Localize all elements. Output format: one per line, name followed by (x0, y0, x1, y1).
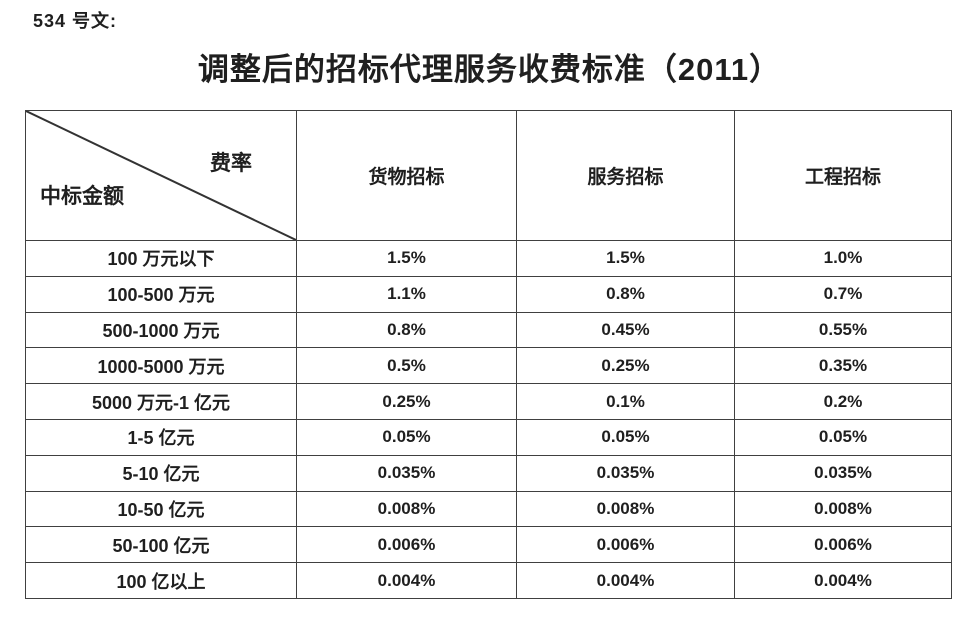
row-label: 1-5 亿元 (25, 418, 297, 456)
table-row: 1-5 亿元 0.05% 0.05% 0.05% (25, 418, 952, 456)
doc-number-label: 534 号文: (33, 11, 118, 31)
page-title: 调整后的招标代理服务收费标准（2011） (197, 52, 782, 87)
corner-label-amount: 中标金额 (40, 185, 124, 208)
rate-cell: 1.5% (516, 240, 735, 277)
rate-cell: 0.008% (734, 490, 952, 528)
table-row: 1000-5000 万元 0.5% 0.25% 0.35% (25, 347, 952, 385)
column-header-service-bidding: 服务招标 (516, 110, 735, 241)
rate-cell: 0.25% (296, 383, 517, 420)
row-label: 100-500 万元 (25, 275, 297, 313)
column-header-works-bidding: 工程招标 (734, 110, 952, 241)
rate-cell: 0.006% (516, 526, 735, 564)
rate-cell: 0.004% (734, 562, 952, 599)
rate-cell: 0.1% (516, 383, 735, 420)
rate-cell: 0.8% (296, 311, 517, 349)
row-label: 500-1000 万元 (25, 311, 297, 349)
rate-cell: 0.45% (516, 311, 735, 349)
rate-cell: 0.8% (516, 275, 735, 313)
table-row: 100 亿以上 0.004% 0.004% 0.004% (25, 562, 952, 599)
row-label: 100 万元以下 (25, 240, 297, 277)
rate-cell: 0.008% (296, 490, 517, 528)
table-row: 10-50 亿元 0.008% 0.008% 0.008% (25, 490, 952, 528)
table-row: 5-10 亿元 0.035% 0.035% 0.035% (25, 454, 952, 492)
rate-cell: 1.5% (296, 240, 517, 277)
rate-cell: 0.25% (516, 347, 735, 385)
rate-cell: 0.006% (734, 526, 952, 564)
rate-cell: 0.035% (296, 454, 517, 492)
table-row: 100 万元以下 1.5% 1.5% 1.0% (25, 240, 952, 277)
corner-label-rate: 费率 (210, 152, 252, 175)
row-label: 5-10 亿元 (25, 454, 297, 492)
rate-cell: 0.035% (734, 454, 952, 492)
rate-cell: 0.006% (296, 526, 517, 564)
rate-cell: 0.5% (296, 347, 517, 385)
rate-cell: 0.004% (516, 562, 735, 599)
rate-cell: 0.035% (516, 454, 735, 492)
rate-cell: 1.1% (296, 275, 517, 313)
table-row: 50-100 亿元 0.006% 0.006% 0.006% (25, 526, 952, 564)
column-header-goods-bidding: 货物招标 (296, 110, 517, 241)
rate-cell: 0.008% (516, 490, 735, 528)
diagonal-divider-line (26, 111, 296, 240)
table-row: 100-500 万元 1.1% 0.8% 0.7% (25, 275, 952, 313)
rate-cell: 0.55% (734, 311, 952, 349)
header-row: 费率 中标金额 货物招标 服务招标 工程招标 (25, 110, 952, 241)
row-label: 5000 万元-1 亿元 (25, 383, 297, 420)
row-label: 50-100 亿元 (25, 526, 297, 564)
fee-rate-table: 费率 中标金额 货物招标 服务招标 工程招标 100 万元以下 1.5% 1.5… (25, 110, 952, 599)
rate-cell: 0.05% (516, 418, 735, 456)
rate-cell: 0.7% (734, 275, 952, 313)
table-row: 5000 万元-1 亿元 0.25% 0.1% 0.2% (25, 383, 952, 420)
rate-cell: 1.0% (734, 240, 952, 277)
row-label: 10-50 亿元 (25, 490, 297, 528)
row-label: 1000-5000 万元 (25, 347, 297, 385)
row-label: 100 亿以上 (25, 562, 297, 599)
rate-cell: 0.2% (734, 383, 952, 420)
rate-cell: 0.05% (296, 418, 517, 456)
corner-header-cell: 费率 中标金额 (25, 110, 297, 241)
rate-cell: 0.004% (296, 562, 517, 599)
table-row: 500-1000 万元 0.8% 0.45% 0.55% (25, 311, 952, 349)
rate-cell: 0.05% (734, 418, 952, 456)
rate-cell: 0.35% (734, 347, 952, 385)
